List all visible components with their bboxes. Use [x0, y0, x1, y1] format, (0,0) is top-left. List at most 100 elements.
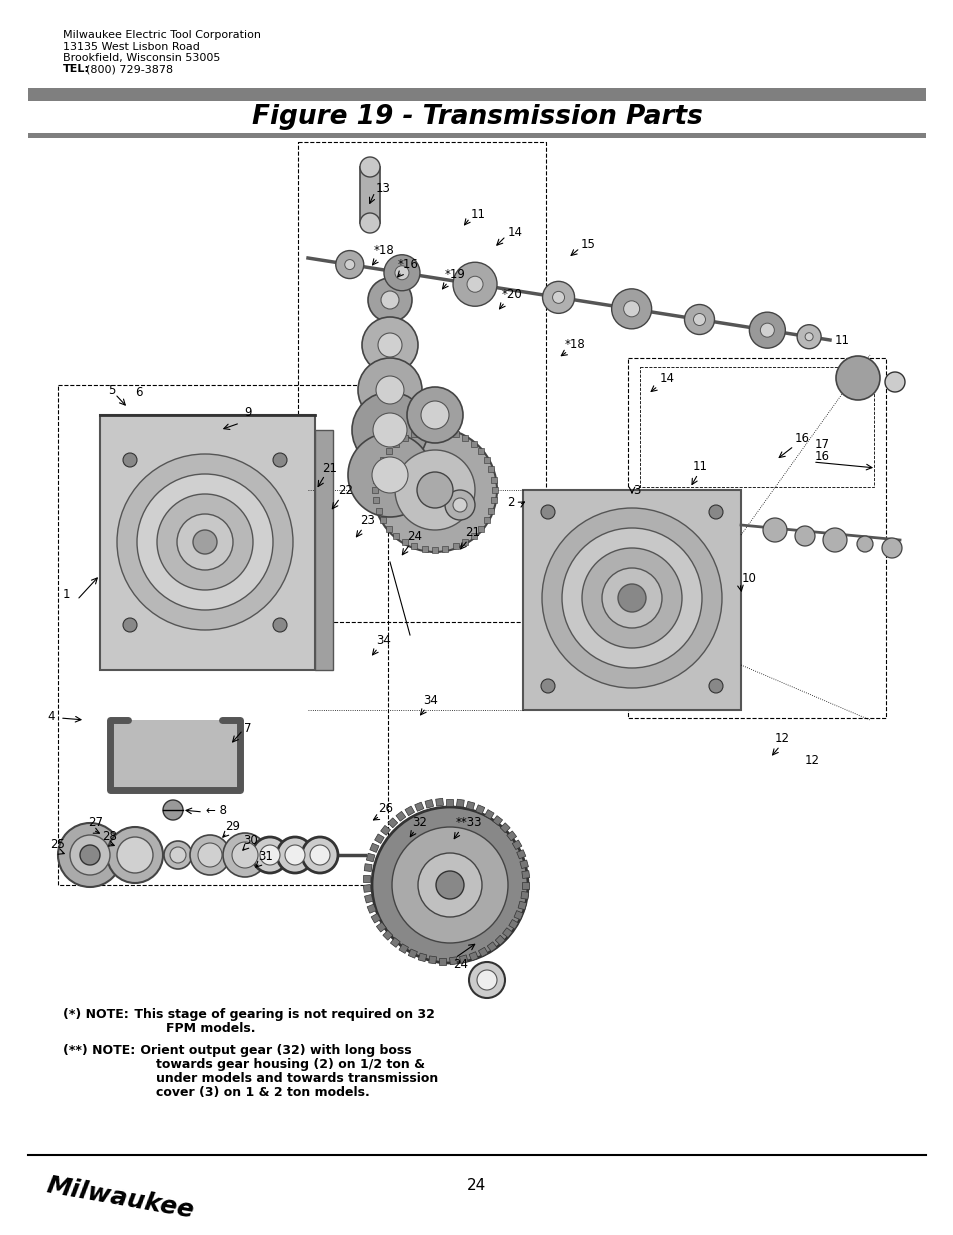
Bar [488, 508, 494, 514]
Circle shape [611, 289, 651, 329]
Circle shape [882, 538, 901, 558]
Bar [522, 490, 740, 710]
Bar [476, 805, 484, 814]
Bar [487, 942, 497, 952]
Bar [520, 892, 528, 899]
Bar [477, 448, 483, 454]
Bar [382, 930, 393, 940]
Bar [370, 844, 378, 852]
Circle shape [762, 517, 786, 542]
Bar [495, 935, 505, 945]
Bar [477, 526, 483, 531]
Circle shape [193, 530, 216, 555]
Text: *18: *18 [374, 243, 395, 257]
Text: 11: 11 [471, 209, 485, 221]
Bar [456, 799, 464, 806]
Bar [470, 441, 476, 447]
Circle shape [407, 387, 462, 443]
Text: *20: *20 [501, 289, 522, 301]
Text: TEL:: TEL: [63, 64, 90, 74]
Bar [517, 850, 525, 858]
Text: 12: 12 [774, 731, 789, 745]
Text: 22: 22 [337, 483, 353, 496]
Text: 24: 24 [407, 530, 421, 542]
Bar [28, 88, 925, 101]
Text: 3: 3 [633, 483, 639, 496]
Text: 4: 4 [47, 709, 54, 722]
Circle shape [395, 266, 409, 280]
Circle shape [453, 498, 467, 513]
Circle shape [58, 823, 122, 887]
Bar [110, 720, 240, 790]
Circle shape [760, 324, 774, 337]
Circle shape [541, 508, 721, 688]
Text: 16: 16 [814, 450, 829, 462]
Circle shape [436, 871, 463, 899]
Bar [314, 430, 333, 671]
Circle shape [170, 847, 186, 863]
Circle shape [417, 853, 481, 918]
Text: 2: 2 [506, 496, 514, 510]
Bar [521, 871, 529, 878]
Bar [100, 415, 314, 671]
Bar [371, 914, 380, 923]
Circle shape [80, 845, 100, 864]
Text: ← 8: ← 8 [206, 804, 227, 816]
Text: 17: 17 [814, 437, 829, 451]
Circle shape [368, 278, 412, 322]
Circle shape [540, 505, 555, 519]
Circle shape [392, 827, 507, 944]
Text: cover (3) on 1 & 2 ton models.: cover (3) on 1 & 2 ton models. [156, 1086, 370, 1099]
Text: 14: 14 [507, 226, 522, 238]
Bar [421, 546, 427, 552]
Text: *16: *16 [397, 258, 418, 272]
Bar [484, 810, 494, 819]
Bar [58, 385, 388, 885]
Text: 14: 14 [659, 372, 675, 384]
Circle shape [352, 391, 428, 468]
Bar [393, 441, 399, 447]
Bar [432, 547, 437, 553]
Bar [522, 882, 529, 888]
Circle shape [884, 372, 904, 391]
Circle shape [276, 837, 313, 873]
Bar [491, 498, 497, 504]
Bar [415, 803, 423, 811]
Circle shape [375, 375, 403, 404]
Bar [380, 825, 390, 835]
Text: Orient output gear (32) with long boss: Orient output gear (32) with long boss [136, 1044, 411, 1057]
Circle shape [618, 584, 645, 613]
Circle shape [623, 301, 639, 317]
Text: 11: 11 [692, 459, 707, 473]
Circle shape [476, 969, 497, 990]
Circle shape [708, 679, 722, 693]
Circle shape [540, 679, 555, 693]
Text: 28: 28 [102, 830, 117, 842]
Bar [376, 923, 386, 932]
Circle shape [198, 844, 222, 867]
Bar [297, 142, 545, 622]
Circle shape [797, 325, 821, 348]
Circle shape [359, 157, 379, 177]
Bar [411, 543, 417, 550]
Circle shape [561, 529, 701, 668]
Bar [499, 823, 510, 832]
Circle shape [856, 536, 872, 552]
Circle shape [223, 832, 267, 877]
Circle shape [252, 837, 288, 873]
Circle shape [70, 835, 110, 876]
Text: **33: **33 [456, 815, 482, 829]
Bar [470, 534, 476, 538]
Bar [439, 957, 446, 965]
Circle shape [601, 568, 661, 629]
Bar [388, 818, 397, 827]
Bar [436, 798, 443, 806]
Circle shape [357, 358, 421, 422]
Bar [506, 831, 517, 841]
Circle shape [302, 837, 337, 873]
Bar [390, 937, 400, 947]
Circle shape [794, 526, 814, 546]
Circle shape [361, 317, 417, 373]
Circle shape [164, 841, 192, 869]
Bar [379, 517, 386, 522]
